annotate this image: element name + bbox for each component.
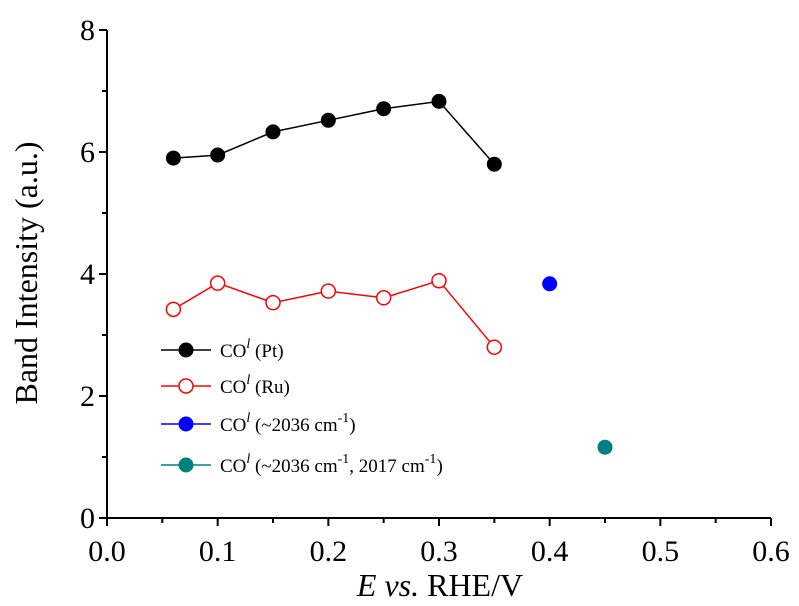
y-tick-label: 4: [80, 258, 95, 291]
data-point: [209, 275, 226, 291]
data-point: [165, 150, 181, 166]
legend: COl (Pt) COl (Ru) COl (~2036 cm-1) COl (~20…: [161, 337, 443, 477]
x-tick-label: 0.2: [310, 535, 348, 568]
series-2: [165, 272, 503, 355]
y-tick-label: 8: [80, 14, 95, 47]
legend-item-3: COl (~2036 cm-1): [161, 411, 356, 436]
data-point: [210, 147, 226, 163]
x-tick-label: 0.1: [199, 535, 237, 568]
data-point: [486, 156, 502, 172]
series-1: [165, 93, 502, 172]
data-point: [265, 294, 281, 311]
series-3: [542, 276, 558, 292]
x-tick-label: 0.3: [420, 535, 458, 568]
legend-item-4: COl (~2036 cm-1, 2017 cm-1): [161, 452, 443, 477]
data-point: [486, 339, 503, 355]
legend-marker: [178, 416, 194, 432]
y-tick-label: 2: [80, 380, 95, 413]
y-tick-label: 6: [80, 136, 95, 169]
legend-label: COl (Ru): [220, 373, 290, 398]
ticks: 0.0 0.1 0.2 0.3 0.4 0.5 0.6 0 2 4 6 8: [80, 14, 790, 568]
x-axis-title: E vs. RHE/V: [356, 567, 523, 603]
legend-marker: [178, 457, 194, 473]
y-axis-title: Band Intensity (a.u.): [8, 141, 44, 404]
data-point: [542, 276, 558, 292]
x-tick-label: 0.0: [88, 535, 126, 568]
series-4: [597, 439, 613, 455]
data-point: [597, 439, 613, 455]
x-tick-label: 0.6: [752, 535, 790, 568]
legend-marker: [178, 378, 194, 394]
x-tick-label: 0.5: [642, 535, 680, 568]
legend-label: COl (Pt): [220, 337, 284, 362]
x-tick-label: 0.4: [531, 535, 569, 568]
data-point: [376, 101, 392, 117]
y-tick-label: 0: [80, 502, 95, 535]
legend-item-1: COl (Pt): [161, 337, 284, 362]
series-layer: [165, 93, 613, 455]
legend-marker: [178, 342, 194, 358]
data-point: [265, 124, 281, 140]
legend-label: COl (~2036 cm-1, 2017 cm-1): [220, 452, 443, 477]
data-point: [320, 283, 337, 299]
data-point: [431, 272, 447, 289]
legend-label: COl (~2036 cm-1): [220, 411, 356, 436]
data-point: [320, 112, 336, 128]
legend-item-2: COl (Ru): [161, 373, 290, 398]
data-point: [431, 93, 447, 109]
data-point: [165, 301, 182, 318]
data-point: [375, 290, 392, 306]
